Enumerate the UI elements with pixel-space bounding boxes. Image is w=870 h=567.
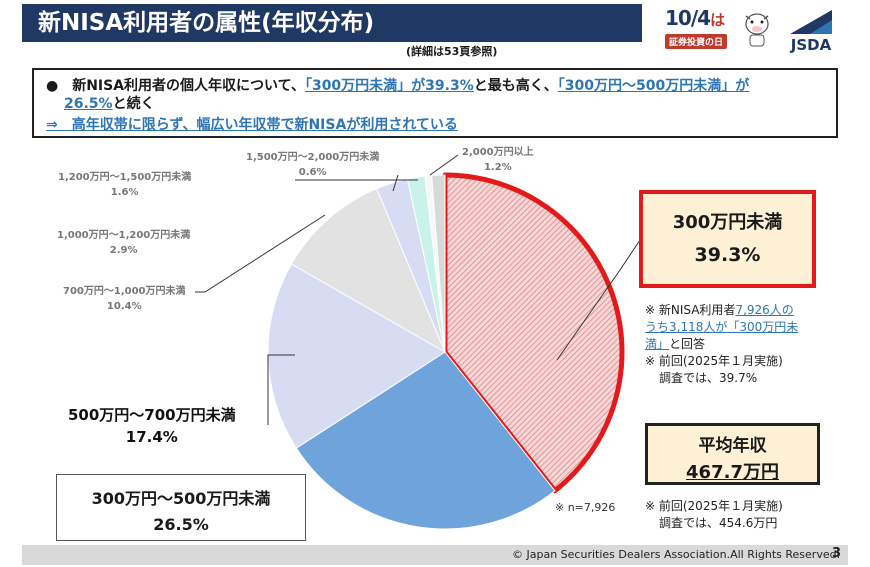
summary-line-2: 26.5%と続く <box>64 95 155 113</box>
slice-label-1200-1500: 1,200万円～1,500万円未満 1.6% <box>58 172 192 198</box>
summary-highlight: 26.5% <box>64 96 113 112</box>
badge-date: 10/4 <box>665 6 711 30</box>
summary-text: と続く <box>112 96 155 112</box>
investment-day-badge: 10/4は 証券投資の日 <box>665 4 745 52</box>
leader-line-2000 <box>429 154 459 176</box>
pie-slice-0-highlight <box>442 172 625 494</box>
top-slice-value: 39.3% <box>694 244 761 266</box>
slice-value-300-500: 26.5% <box>153 515 209 534</box>
average-income-value: 467.7万円 <box>686 462 779 483</box>
leader-line-500-700 <box>267 354 295 425</box>
slice-label-500-700: 500万円～700万円未満 17.4% <box>68 406 236 446</box>
pie-slice-3 <box>290 188 447 354</box>
summary-line-3: ⇒ 高年収帯に限らず、幅広い年収帯で新NISAが利用されている <box>46 117 458 133</box>
copyright-text: © Japan Securities Dealers Association.A… <box>512 548 841 561</box>
jsda-logo: JSDA <box>780 8 842 56</box>
badge-subtitle: 証券投資の日 <box>665 34 728 49</box>
top-slice-label: 300万円未満 <box>672 212 783 233</box>
summary-box: ● 新NISA利用者の個人年収について、「300万円未満」が39.3%と最も高く… <box>32 68 838 138</box>
sample-size-label: ※ n=7,926 <box>555 501 616 514</box>
average-income-box: 平均年収 467.7万円 <box>645 423 820 485</box>
page-title: 新NISA利用者の属性(年収分布) <box>22 4 642 42</box>
top-slice-callout: 300万円未満 39.3% <box>639 190 816 288</box>
summary-highlight: 「300万円未満」が39.3% <box>304 78 474 94</box>
summary-text: と最も高く、 <box>473 78 558 94</box>
pie-slice-7 <box>431 174 446 353</box>
summary-highlight: 「300万円～500万円未満」が <box>557 78 750 94</box>
jsda-logo-icon <box>790 10 832 34</box>
leader-line-700-1000 <box>195 214 326 293</box>
slice-label-300-500-box: 300万円～500万円未満 26.5% <box>56 474 306 541</box>
leader-line-1000-1200 <box>392 174 399 192</box>
previous-average-note: ※ 前回(2025年１月実施) 調査では、454.6万円 <box>645 499 783 530</box>
header: 新NISA利用者の属性(年収分布) (詳細は53頁参照) 10/4は 証券投資の… <box>0 0 870 62</box>
footer: © Japan Securities Dealers Association.A… <box>22 545 848 565</box>
slice-label-1500-2000: 1,500万円～2,000万円未満 0.6% <box>246 152 380 178</box>
slice-label-2000plus: 2,000万円以上 1.2% <box>462 147 534 173</box>
average-income-label: 平均年収 <box>698 436 767 456</box>
slice-label-700-1000: 700万円～1,000万円未満 10.4% <box>63 286 186 312</box>
pie-slice-1 <box>295 351 556 530</box>
badge-ha: は <box>710 11 725 29</box>
slice-label-300-500: 300万円～500万円未満 <box>91 489 271 508</box>
page-number: 3 <box>832 546 842 561</box>
respondent-note: ※ 新NISA利用者7,926人の うち3,118人が「300万円未 満」と回答… <box>645 303 799 385</box>
summary-text: ● 新NISA利用者の個人年収について、 <box>46 78 305 94</box>
summary-line-1: ● 新NISA利用者の個人年収について、「300万円未満」が39.3%と最も高く… <box>46 77 749 95</box>
detail-reference-note: (詳細は53頁参照) <box>406 45 498 58</box>
leader-line-300 <box>556 239 641 361</box>
slice-label-1000-1200: 1,000万円～1,200万円未満 2.9% <box>57 230 191 256</box>
jsda-logo-text: JSDA <box>790 36 832 54</box>
cow-mascot-icon <box>745 13 769 47</box>
